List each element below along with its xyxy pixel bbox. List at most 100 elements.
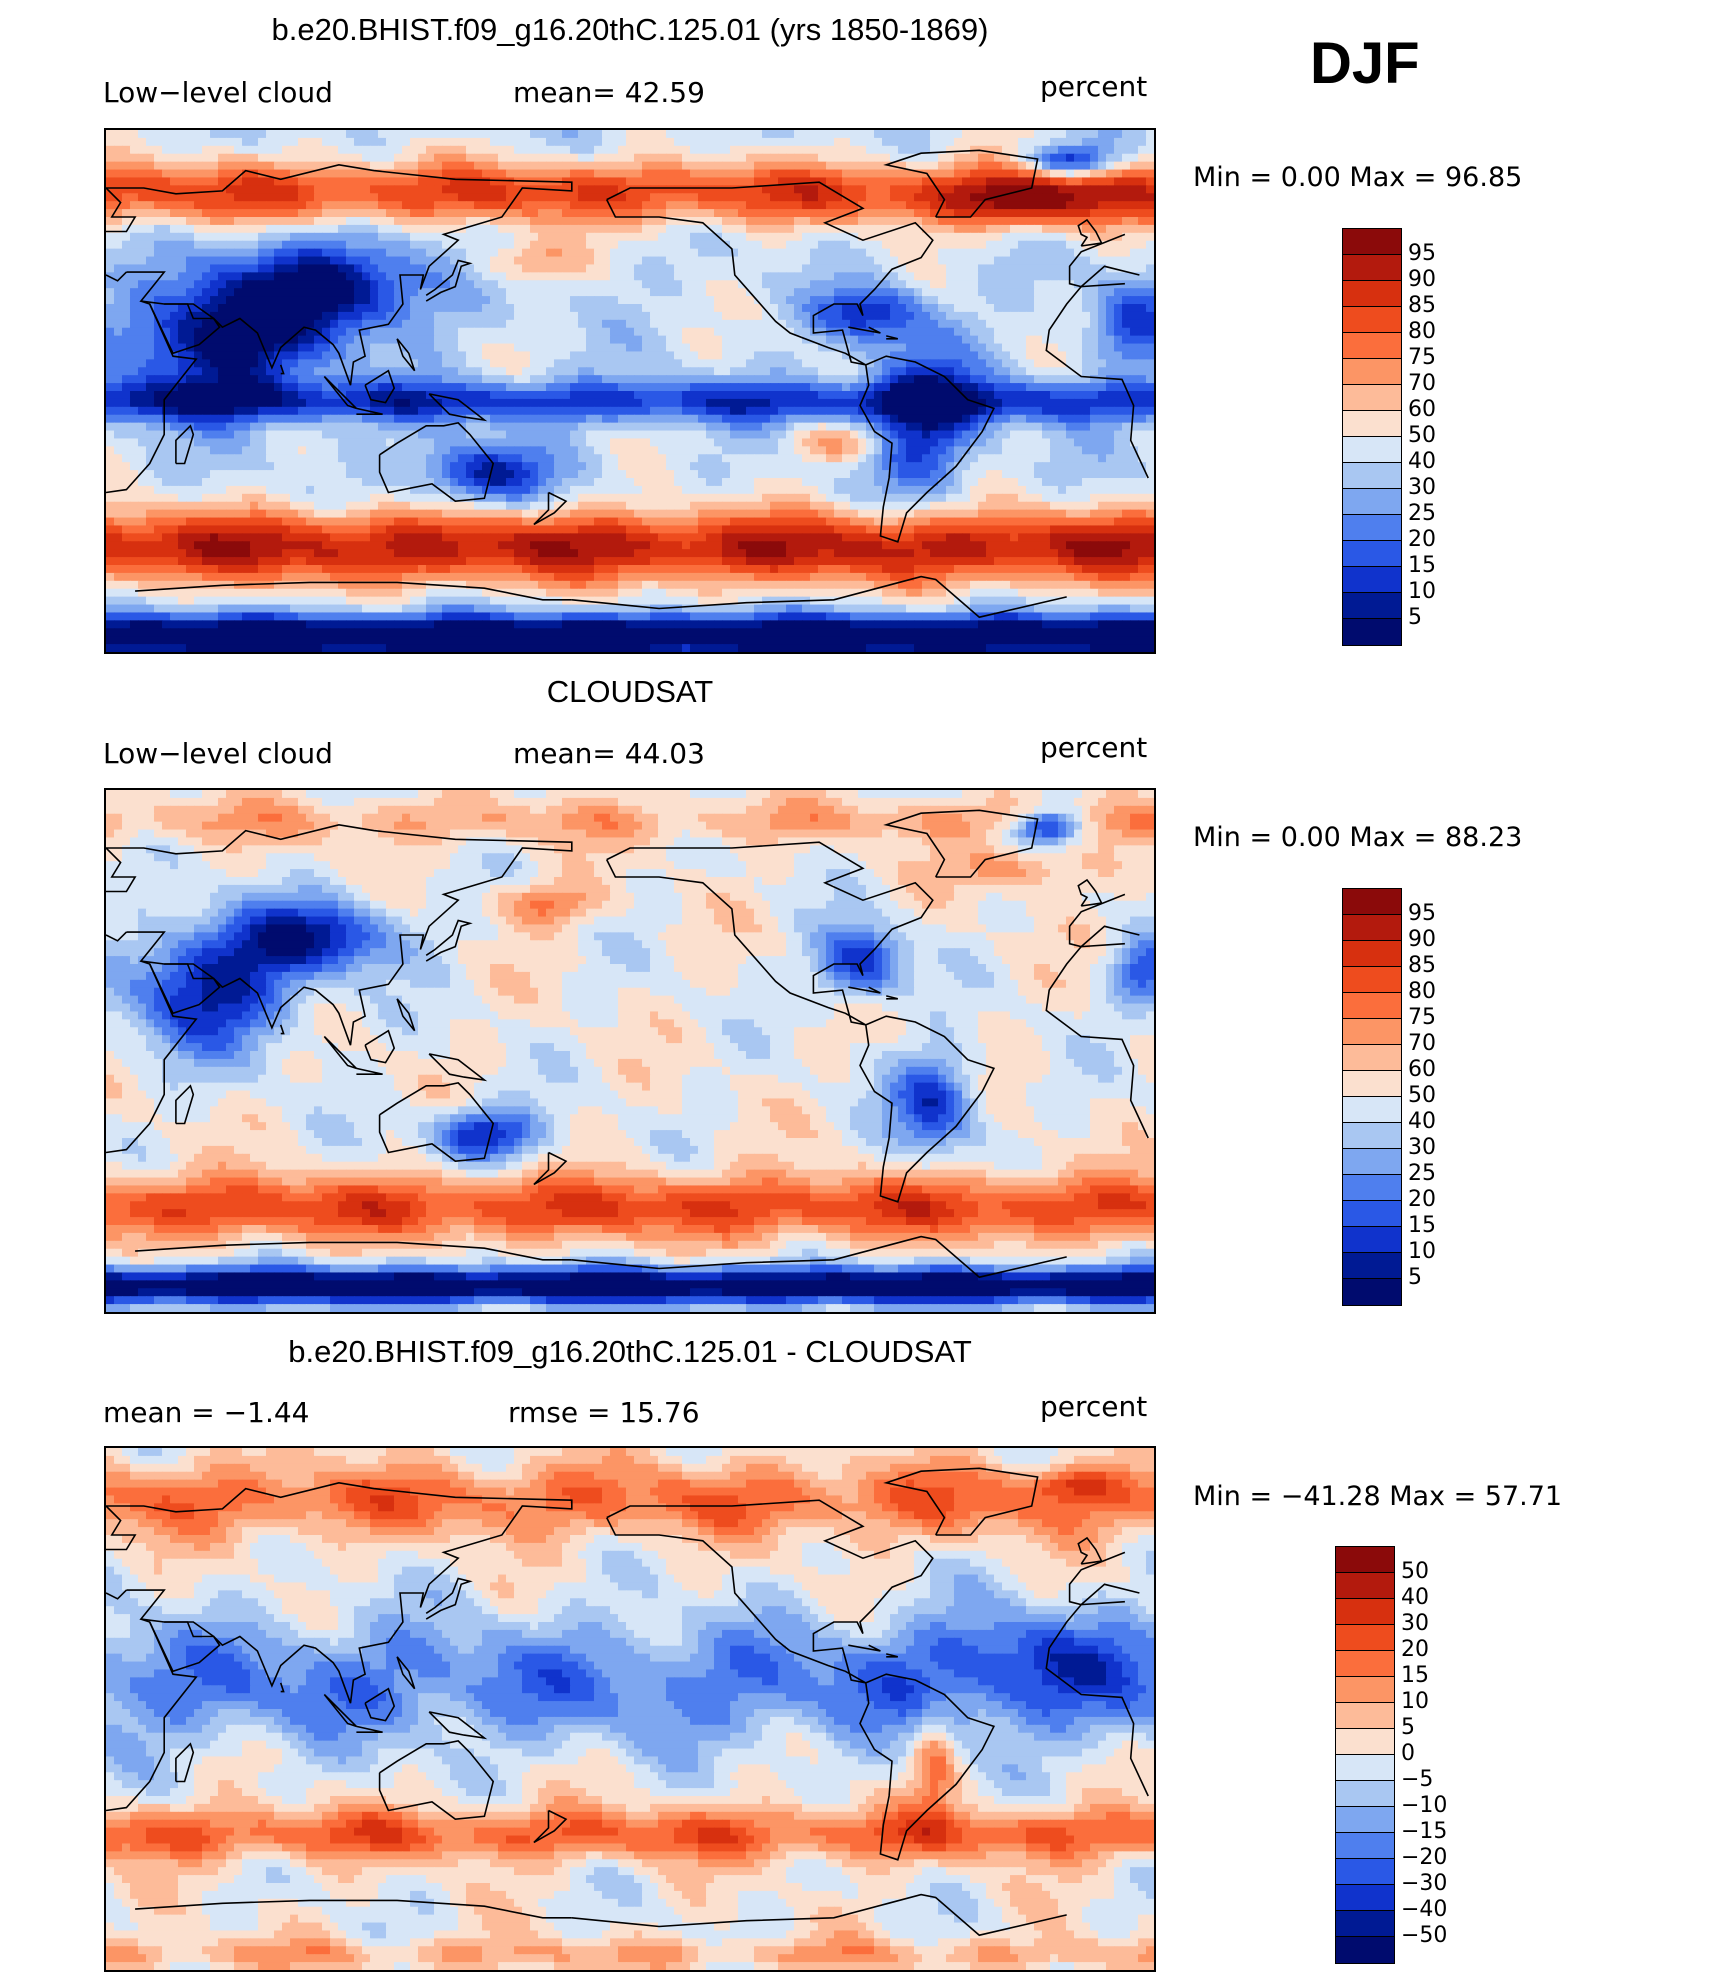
colorbar-swatch <box>1335 1806 1395 1834</box>
colorbar-swatch <box>1342 384 1402 412</box>
colorbar-label: −30 <box>1401 1873 1447 1895</box>
colorbar-swatch <box>1342 1148 1402 1176</box>
colorbar-swatch <box>1342 566 1402 594</box>
colorbar-label: 40 <box>1408 1111 1436 1133</box>
colorbar-swatch <box>1342 540 1402 568</box>
colorbar-swatch <box>1342 592 1402 620</box>
colorbar-label: 10 <box>1408 1241 1436 1263</box>
colorbar-swatch <box>1342 1174 1402 1202</box>
variable-label-model: Low−level cloud <box>103 76 333 109</box>
colorbar-swatch <box>1342 618 1402 646</box>
minmax-diff: Min = −41.28 Max = 57.71 <box>1193 1481 1562 1512</box>
colorbar-label: 10 <box>1408 581 1436 603</box>
colorbar-label: −40 <box>1401 1899 1447 1921</box>
colorbar-swatch <box>1342 966 1402 994</box>
colorbar-swatch <box>1342 254 1402 282</box>
colorbar-label: 95 <box>1408 243 1436 265</box>
colorbar-swatch <box>1335 1858 1395 1886</box>
map-diff <box>104 1446 1156 1972</box>
colorbar-swatch <box>1335 1936 1395 1964</box>
colorbar-swatch <box>1342 306 1402 334</box>
colorbar-label: 75 <box>1408 1007 1436 1029</box>
colorbar-swatch <box>1335 1910 1395 1938</box>
colorbar-swatch <box>1342 410 1402 438</box>
colorbar-label: 40 <box>1401 1587 1429 1609</box>
colorbar-swatch <box>1342 914 1402 942</box>
colorbar-swatch <box>1335 1780 1395 1808</box>
colorbar-label: 20 <box>1401 1639 1429 1661</box>
colorbar-label: 60 <box>1408 1059 1436 1081</box>
colorbar-label: 50 <box>1408 425 1436 447</box>
panel-title-model: b.e20.BHIST.f09_g16.20thC.125.01 (yrs 18… <box>105 12 1155 48</box>
colorbar-swatch <box>1342 1018 1402 1046</box>
colorbar-swatch <box>1335 1832 1395 1860</box>
colorbar-label: 50 <box>1408 1085 1436 1107</box>
colorbar-swatch <box>1335 1884 1395 1912</box>
units-label-diff: percent <box>1040 1390 1147 1423</box>
colorbar-swatch <box>1342 1252 1402 1280</box>
colorbar-swatch <box>1335 1728 1395 1756</box>
units-label-obs: percent <box>1040 731 1147 764</box>
colorbar-label: 30 <box>1408 1137 1436 1159</box>
colorbar-swatch <box>1335 1572 1395 1600</box>
colorbar-label: 25 <box>1408 1163 1436 1185</box>
colorbar-swatch <box>1335 1598 1395 1626</box>
colorbar-swatch <box>1335 1546 1395 1574</box>
colorbar-swatch <box>1342 280 1402 308</box>
map-obs <box>104 788 1156 1314</box>
colorbar-label: 5 <box>1408 1267 1422 1289</box>
colorbar-label: −5 <box>1401 1769 1433 1791</box>
colorbar-label: 90 <box>1408 269 1436 291</box>
colorbar-label: 50 <box>1401 1561 1429 1583</box>
map-model <box>104 128 1156 654</box>
colorbar-swatch <box>1342 514 1402 542</box>
mean-label-diff: mean = −1.44 <box>103 1396 309 1429</box>
colorbar-swatch <box>1342 332 1402 360</box>
colorbar-label: 25 <box>1408 503 1436 525</box>
colorbar-label: 0 <box>1401 1743 1415 1765</box>
colorbar-swatch <box>1335 1702 1395 1730</box>
colorbar-swatch <box>1342 488 1402 516</box>
minmax-model: Min = 0.00 Max = 96.85 <box>1193 162 1522 193</box>
colorbar-label: 70 <box>1408 1033 1436 1055</box>
colorbar-swatch <box>1342 888 1402 916</box>
colorbar-label: 15 <box>1408 1215 1436 1237</box>
colorbar-swatch <box>1342 1200 1402 1228</box>
colorbar-label: 15 <box>1401 1665 1429 1687</box>
colorbar-label: 15 <box>1408 555 1436 577</box>
colorbar-label: 10 <box>1401 1691 1429 1713</box>
colorbar-label: 75 <box>1408 347 1436 369</box>
colorbar-swatch <box>1342 1070 1402 1098</box>
variable-label-obs: Low−level cloud <box>103 737 333 770</box>
minmax-obs: Min = 0.00 Max = 88.23 <box>1193 822 1522 853</box>
colorbar-swatch <box>1342 436 1402 464</box>
colorbar-label: 70 <box>1408 373 1436 395</box>
colorbar-label: 30 <box>1401 1613 1429 1635</box>
mean-label-obs: mean= 44.03 <box>513 737 705 770</box>
mean-label-model: mean= 42.59 <box>513 76 705 109</box>
colorbar-label: 85 <box>1408 295 1436 317</box>
colorbar-swatch <box>1342 1122 1402 1150</box>
colorbar-swatch <box>1335 1624 1395 1652</box>
colorbar-label: −15 <box>1401 1821 1447 1843</box>
colorbar-swatch <box>1342 228 1402 256</box>
colorbar-label: −20 <box>1401 1847 1447 1869</box>
rmse-label-diff: rmse = 15.76 <box>508 1396 700 1429</box>
colorbar-swatch <box>1342 1278 1402 1306</box>
colorbar-swatch <box>1342 940 1402 968</box>
colorbar-swatch <box>1342 1226 1402 1254</box>
colorbar-label: 30 <box>1408 477 1436 499</box>
colorbar-swatch <box>1342 462 1402 490</box>
colorbar-label: 20 <box>1408 1189 1436 1211</box>
colorbar-label: 85 <box>1408 955 1436 977</box>
colorbar-label: 60 <box>1408 399 1436 421</box>
colorbar-label: 95 <box>1408 903 1436 925</box>
colorbar-label: 80 <box>1408 981 1436 1003</box>
panel-title-diff: b.e20.BHIST.f09_g16.20thC.125.01 - CLOUD… <box>105 1334 1155 1370</box>
colorbar-swatch <box>1342 1096 1402 1124</box>
colorbar-label: 80 <box>1408 321 1436 343</box>
panel-title-obs: CLOUDSAT <box>105 674 1155 710</box>
colorbar-label: 5 <box>1408 607 1422 629</box>
units-label-model: percent <box>1040 70 1147 103</box>
colorbar-swatch <box>1342 992 1402 1020</box>
